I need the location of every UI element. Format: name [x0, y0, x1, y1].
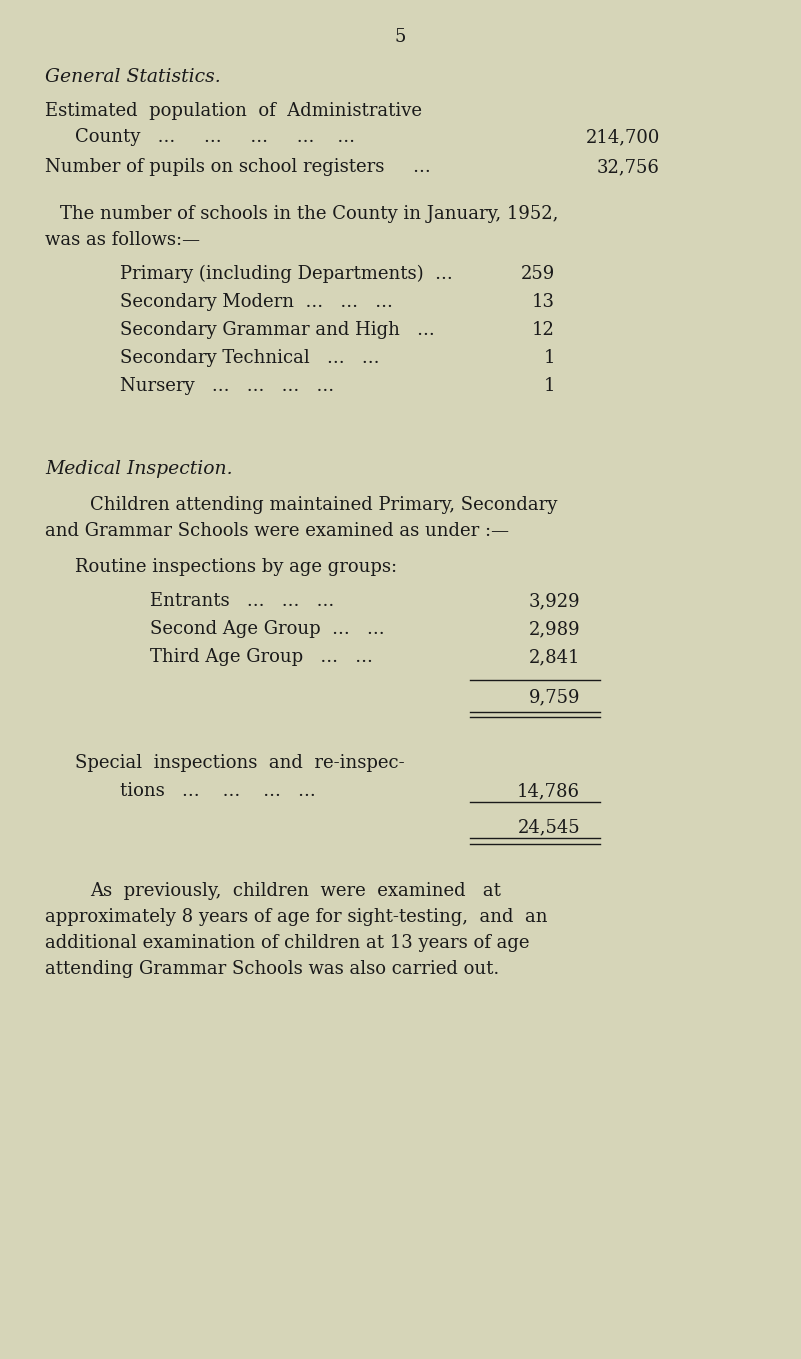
Text: Secondary Technical   ...   ...: Secondary Technical ... ...	[120, 349, 380, 367]
Text: 9,759: 9,759	[529, 688, 580, 705]
Text: 5: 5	[394, 29, 405, 46]
Text: 12: 12	[532, 321, 555, 338]
Text: Entrants   ...   ...   ...: Entrants ... ... ...	[150, 593, 334, 610]
Text: additional examination of children at 13 years of age: additional examination of children at 13…	[45, 934, 529, 953]
Text: Nursery   ...   ...   ...   ...: Nursery ... ... ... ...	[120, 376, 334, 395]
Text: As  previously,  children  were  examined   at: As previously, children were examined at	[90, 882, 501, 900]
Text: 14,786: 14,786	[517, 781, 580, 800]
Text: 24,545: 24,545	[517, 818, 580, 836]
Text: 3,929: 3,929	[529, 593, 580, 610]
Text: Number of pupils on school registers     ...: Number of pupils on school registers ...	[45, 158, 431, 177]
Text: 259: 259	[521, 265, 555, 283]
Text: attending Grammar Schools was also carried out.: attending Grammar Schools was also carri…	[45, 959, 499, 978]
Text: Estimated  population  of  Administrative: Estimated population of Administrative	[45, 102, 422, 120]
Text: and Grammar Schools were examined as under :—: and Grammar Schools were examined as und…	[45, 522, 509, 540]
Text: Routine inspections by age groups:: Routine inspections by age groups:	[75, 559, 397, 576]
Text: 32,756: 32,756	[597, 158, 660, 177]
Text: tions   ...    ...    ...   ...: tions ... ... ... ...	[120, 781, 316, 800]
Text: was as follows:—: was as follows:—	[45, 231, 200, 249]
Text: 2,841: 2,841	[529, 648, 580, 666]
Text: 1: 1	[544, 376, 555, 395]
Text: 214,700: 214,700	[586, 128, 660, 145]
Text: Medical Inspection.: Medical Inspection.	[45, 459, 232, 478]
Text: Secondary Grammar and High   ...: Secondary Grammar and High ...	[120, 321, 435, 338]
Text: The number of schools in the County in January, 1952,: The number of schools in the County in J…	[60, 205, 558, 223]
Text: General Statistics.: General Statistics.	[45, 68, 221, 86]
Text: 1: 1	[544, 349, 555, 367]
Text: 2,989: 2,989	[529, 620, 580, 637]
Text: Primary (including Departments)  ...: Primary (including Departments) ...	[120, 265, 453, 283]
Text: County   ...     ...     ...     ...    ...: County ... ... ... ... ...	[75, 128, 355, 145]
Text: Third Age Group   ...   ...: Third Age Group ... ...	[150, 648, 373, 666]
Text: Children attending maintained Primary, Secondary: Children attending maintained Primary, S…	[90, 496, 557, 514]
Text: Secondary Modern  ...   ...   ...: Secondary Modern ... ... ...	[120, 294, 392, 311]
Text: approximately 8 years of age for sight-testing,  and  an: approximately 8 years of age for sight-t…	[45, 908, 548, 925]
Text: 13: 13	[532, 294, 555, 311]
Text: Special  inspections  and  re-inspec-: Special inspections and re-inspec-	[75, 754, 405, 772]
Text: Second Age Group  ...   ...: Second Age Group ... ...	[150, 620, 384, 637]
